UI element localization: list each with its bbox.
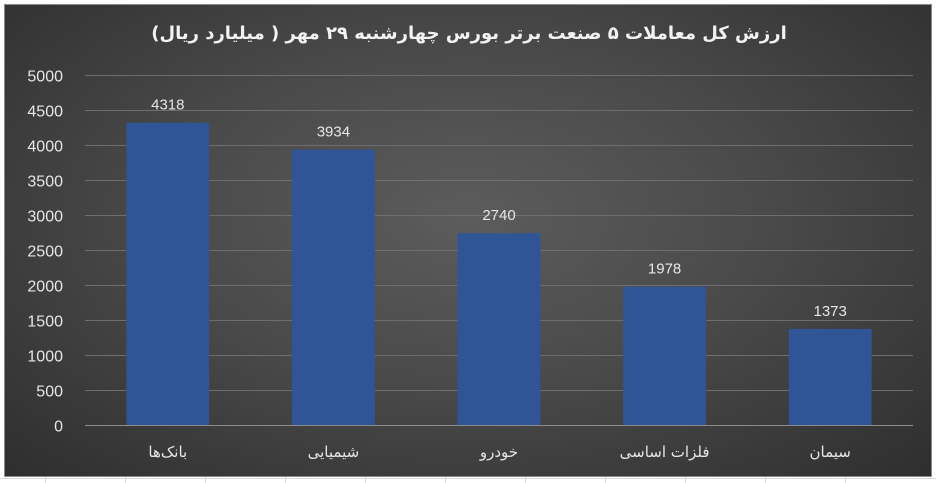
- bar[interactable]: [126, 122, 210, 426]
- y-tick-label: 3000: [27, 209, 63, 226]
- chart-title: ارزش کل معاملات ۵ صنعت برتر بورس چهارشنب…: [151, 23, 787, 44]
- y-tick-label: 1000: [27, 349, 63, 366]
- y-tick-label: 4000: [27, 139, 63, 156]
- data-label: 2740: [482, 207, 515, 224]
- bar[interactable]: [623, 286, 706, 425]
- category-label: بانک‌ها: [148, 443, 187, 461]
- bars: [126, 122, 872, 426]
- category-label: سیمان: [810, 443, 851, 461]
- data-label: 3934: [317, 124, 350, 141]
- category-label: خودرو: [479, 443, 518, 461]
- data-label: 4318: [151, 97, 184, 114]
- bar[interactable]: [457, 233, 541, 425]
- data-labels: 4318 3934 2740 1978 1373: [151, 97, 847, 320]
- category-label: فلزات اساسی: [620, 443, 710, 461]
- y-tick-label: 500: [36, 384, 63, 401]
- bar-chart-plot: 0 500 1000 1500 2000 2500 3000 3500 4000 4500 5000…: [27, 69, 913, 461]
- y-tick-label: 4500: [27, 104, 63, 121]
- category-label: شیمیایی: [308, 443, 360, 461]
- y-tick-label: 3500: [27, 174, 63, 191]
- bar[interactable]: [788, 328, 872, 425]
- bar[interactable]: [292, 149, 375, 425]
- y-axis-tick-labels: 0 500 1000 1500 2000 2500 3000 3500 4000 4500 5000: [27, 69, 63, 436]
- y-tick-label: 2000: [27, 279, 63, 296]
- data-label: 1978: [648, 261, 681, 278]
- chart-area[interactable]: ارزش کل معاملات ۵ صنعت برتر بورس چهارشنب…: [4, 4, 932, 477]
- category-labels: بانک‌ها شیمیایی خودرو فلزات اساسی سیمان: [148, 443, 850, 461]
- y-tick-label: 5000: [27, 69, 63, 86]
- y-tick-label: 2500: [27, 244, 63, 261]
- data-label: 1373: [814, 303, 847, 320]
- y-tick-label: 1500: [27, 314, 63, 331]
- y-tick-label: 0: [54, 419, 63, 436]
